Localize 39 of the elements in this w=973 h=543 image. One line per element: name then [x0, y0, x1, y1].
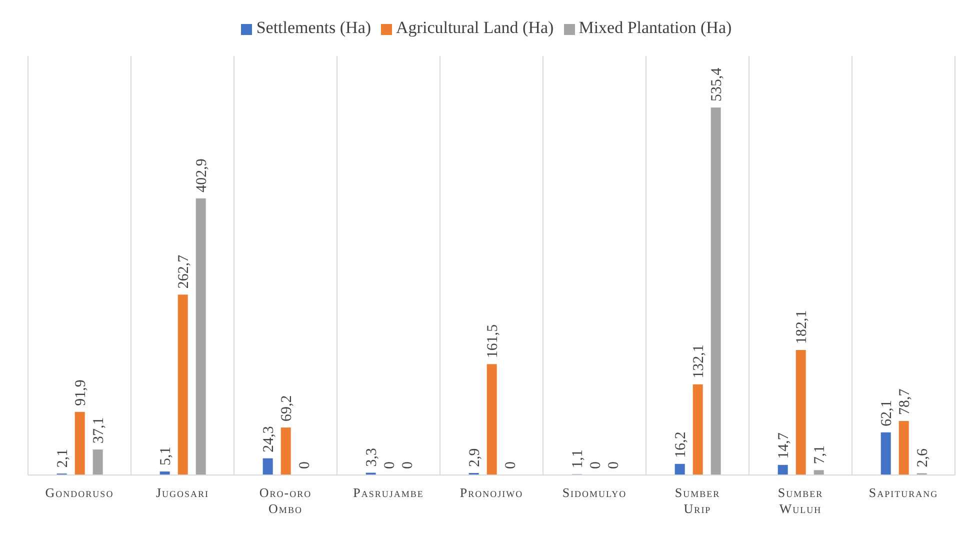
x-tick-label: Jugosari: [156, 485, 210, 500]
data-label: 0: [502, 461, 519, 469]
data-label: 161,5: [484, 324, 501, 358]
legend-label: Settlements (Ha): [256, 18, 372, 37]
x-tick-label: Pasrujambe: [353, 485, 424, 500]
data-label: 0: [588, 461, 604, 469]
data-label: 78,7: [896, 388, 913, 415]
data-label: 91,9: [72, 380, 89, 406]
data-label: 16,2: [672, 432, 689, 458]
x-tick-label: Sumber Urip: [674, 485, 720, 516]
data-label: 535,4: [708, 67, 725, 102]
data-label: 24,3: [260, 426, 277, 452]
data-label: 0: [606, 461, 622, 469]
x-tick-label: Sapiturang: [868, 485, 938, 500]
data-label: 2,6: [914, 448, 931, 468]
data-label: 69,2: [278, 395, 295, 422]
data-label: 14,7: [776, 432, 792, 459]
data-label: 62,1: [878, 400, 895, 426]
data-label: 0: [400, 461, 416, 469]
data-label: 0: [296, 461, 313, 469]
data-label: 2,9: [466, 448, 483, 468]
legend-label: Agricultural Land (Ha): [396, 18, 554, 37]
x-tick-label: Gondoruso: [45, 485, 114, 500]
data-label: 0: [382, 461, 398, 469]
data-label: 3,3: [364, 448, 380, 467]
data-label: 37,1: [90, 417, 107, 444]
data-label: 1,1: [570, 449, 586, 468]
data-label: 2,1: [54, 448, 71, 468]
x-tick-label: Oro-oro Ombo: [259, 485, 312, 516]
data-label: 5,1: [158, 446, 174, 466]
x-tick-label: Pronojiwo: [460, 485, 524, 500]
data-label: 262,7: [176, 254, 192, 289]
legend-label: Mixed Plantation (Ha): [578, 18, 732, 37]
data-label: 7,1: [812, 445, 828, 464]
data-label: 132,1: [690, 344, 707, 378]
data-label: 182,1: [794, 310, 810, 344]
x-tick-label: Sidomulyo: [562, 485, 627, 500]
data-label: 402,9: [194, 158, 210, 192]
x-tick-label: Sumber Wuluh: [778, 485, 824, 516]
